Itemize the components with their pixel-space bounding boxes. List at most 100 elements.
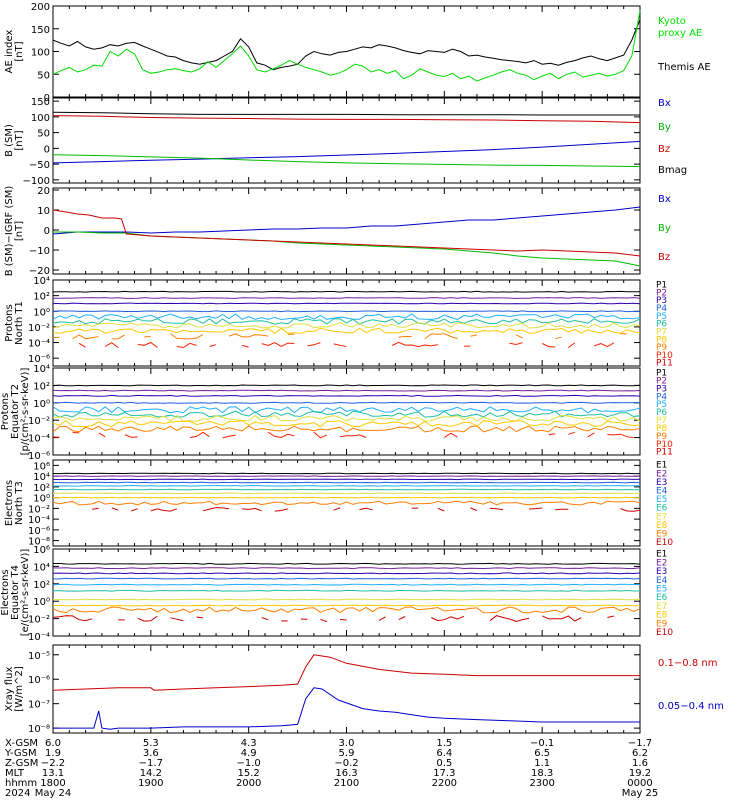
y-tick-label: 10⁰ — [33, 307, 50, 318]
channel-line-p10 — [261, 342, 295, 347]
channel-line-p10 — [568, 431, 575, 435]
y-tick-label: 10² — [33, 580, 50, 591]
channel-line-p8 — [52, 419, 641, 428]
channel-line-p9 — [72, 334, 99, 340]
orbit-value: 6.2 — [632, 748, 648, 759]
channel-line-e7 — [52, 492, 641, 495]
channel-line-e1 — [52, 472, 640, 475]
channel-line-p3 — [52, 302, 641, 305]
series-line-by — [53, 231, 641, 267]
legend-e9: E9 — [656, 530, 668, 540]
legend-e8: E8 — [656, 611, 668, 621]
y-tick-label: 50 — [37, 70, 50, 81]
legend-p11: P11 — [656, 448, 673, 458]
legend-p3: P3 — [656, 296, 667, 306]
channel-line-p10 — [391, 341, 438, 348]
channel-line-p1 — [52, 290, 641, 293]
channel-line-e10 — [202, 507, 230, 512]
legend-p3: P3 — [656, 384, 667, 394]
plot-frame — [52, 548, 641, 637]
legend-e7: E7 — [656, 602, 667, 612]
legend-e5: E5 — [656, 585, 667, 595]
legend-e8: E8 — [656, 521, 668, 531]
y-tick-label: 10⁶ — [33, 545, 50, 556]
series-line-0-1-0-8-nm — [52, 654, 640, 691]
orbit-value: −1.0 — [237, 758, 261, 769]
channel-line-p9 — [555, 336, 562, 340]
y-tick-label: 0 — [44, 226, 50, 237]
y-tick-label: 10⁰ — [33, 494, 50, 505]
y-axis-label: Electrons — [4, 480, 15, 526]
y-tick-label: 100 — [31, 113, 50, 124]
panel-xray: 10⁻⁵ 10⁻⁶ 10⁻⁷ 10⁻⁸ Xray flux [W/m^2] 0.1−0.8 … — [4, 644, 724, 735]
channel-line-p9 — [52, 425, 641, 433]
y-tick-label: 10⁻⁴ — [28, 632, 50, 643]
orbit-value: 1.9 — [45, 748, 61, 759]
y-axis-label: B (SM)−IGRF (SM) — [4, 186, 15, 277]
channel-line-e10 — [378, 616, 386, 621]
y-axis-label: North T3 — [14, 481, 25, 525]
legend-e1: E1 — [656, 550, 667, 560]
channel-line-p10 — [339, 434, 367, 438]
y-axis-label: [nT] — [14, 221, 25, 241]
series-line-0-05-0-4-nm — [53, 687, 640, 730]
y-tick-label: 10⁻⁴ — [28, 339, 50, 350]
orbit-value: 6.5 — [534, 748, 550, 759]
channel-line-p9 — [170, 333, 204, 340]
orbit-value: 3.0 — [339, 738, 355, 749]
orbit-value: 17.3 — [433, 768, 455, 779]
orbit-value: 6.0 — [45, 738, 61, 749]
y-tick-label: 10⁰ — [33, 399, 50, 410]
legend-bx: Bx — [658, 194, 671, 205]
y-axis-label: North T1 — [14, 301, 25, 345]
y-tick-label: 10⁻² — [28, 504, 50, 515]
channel-line-p7 — [52, 322, 641, 329]
channel-line-e6 — [52, 589, 641, 592]
y-tick-label: 200 — [31, 2, 50, 13]
legend-p7: P7 — [656, 416, 667, 426]
orbit-value: 1900 — [138, 778, 163, 789]
channel-line-e10 — [437, 507, 445, 512]
legend-e2: E2 — [656, 469, 667, 479]
channel-line-p5 — [52, 313, 641, 321]
channel-line-p10 — [541, 343, 556, 348]
y-axis-label: AE index — [4, 30, 15, 74]
plot-frame — [52, 97, 641, 184]
channel-line-p6 — [52, 410, 641, 418]
orbit-value: 4.9 — [241, 748, 257, 759]
orbit-value: 2200 — [432, 778, 457, 789]
channel-line-e5 — [52, 583, 641, 586]
orbit-row-label: Y-GSM — [4, 748, 37, 759]
channel-line-e10 — [489, 507, 504, 511]
y-tick-label: 10⁻² — [28, 323, 50, 334]
channel-line-e10 — [137, 615, 158, 622]
channel-line-e10 — [339, 619, 347, 621]
y-axis-label: Equator T2 — [10, 384, 21, 439]
orbit-value: 2100 — [334, 778, 359, 789]
plot-frame — [52, 187, 641, 275]
channel-line-p9 — [111, 334, 125, 340]
channel-line-e10 — [196, 616, 204, 619]
channel-line-p10 — [98, 432, 106, 438]
channel-line-e10 — [333, 507, 341, 511]
channel-line-p10 — [607, 433, 634, 439]
y-tick-label: 10⁻⁶ — [28, 675, 50, 686]
legend-by: By — [658, 223, 671, 234]
legend-kyoto: Kyoto — [658, 16, 686, 27]
y-axis-label: Protons — [4, 304, 15, 341]
channel-line-e3 — [52, 572, 641, 575]
y-tick-label: 10⁻⁶ — [28, 451, 50, 462]
channel-line-p10 — [72, 431, 80, 434]
y-tick-label: 10⁻² — [28, 416, 50, 427]
orbit-value: 15.2 — [238, 768, 260, 779]
y-tick-label: −100 — [23, 176, 50, 187]
legend-e3: E3 — [656, 567, 667, 577]
orbit-value: −1.7 — [628, 738, 652, 749]
y-axis-label: [e/(cm²-s-sr-keV)] — [20, 549, 31, 637]
channel-line-e10 — [431, 615, 465, 622]
channel-line-e6 — [52, 488, 641, 491]
channel-line-e10 — [555, 508, 569, 511]
